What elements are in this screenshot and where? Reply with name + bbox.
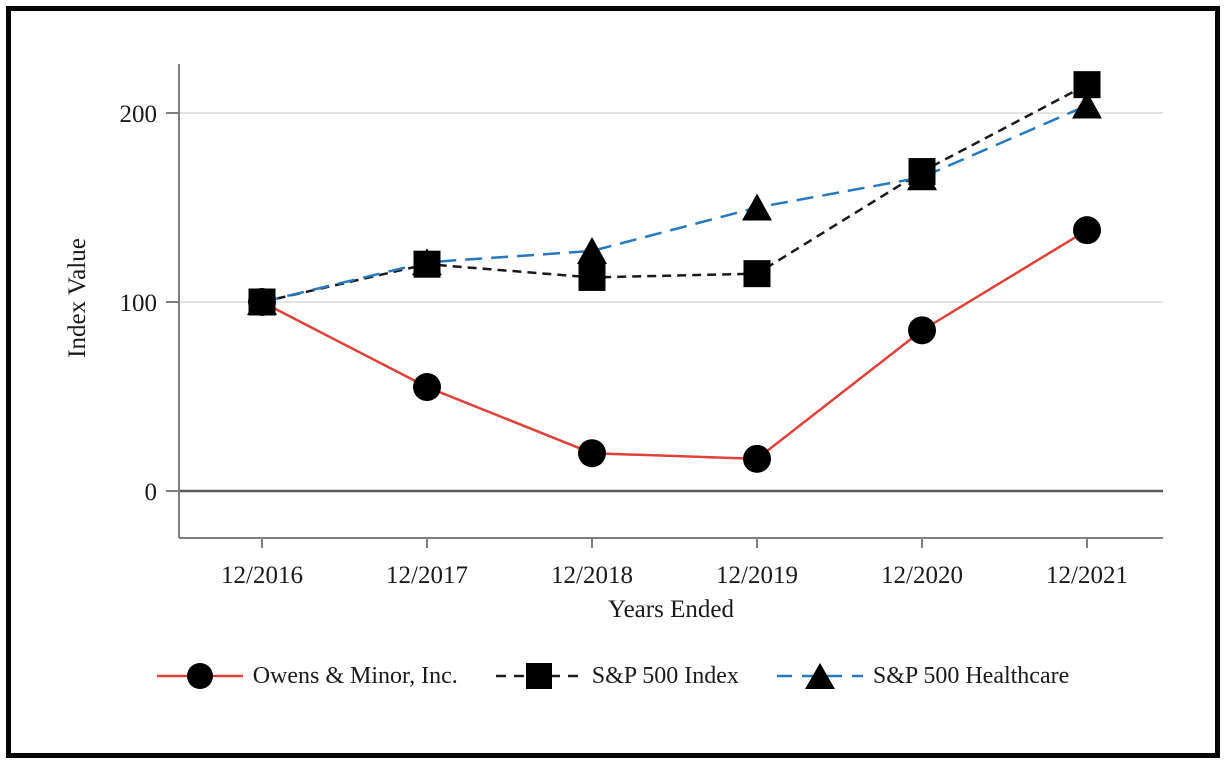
s-p-500-index-line <box>261 83 1088 304</box>
owens-minor-inc-marker-circle <box>1073 216 1101 245</box>
legend-circle-marker-icon <box>186 663 213 689</box>
s-p-500-index-marker-square <box>743 260 771 288</box>
y-tick-label: 200 <box>120 101 158 128</box>
legend-triangle-marker-icon <box>804 663 835 689</box>
legend-circle-swatch-icon <box>156 663 243 689</box>
s-p-500-healthcare-line <box>261 104 1088 304</box>
legend-square-swatch-icon <box>495 663 582 689</box>
legend-item-owens-minor-inc: Owens & Minor, Inc. <box>156 661 458 691</box>
x-tick-label: 12/2017 <box>386 562 468 589</box>
s-p-500-index-marker-square <box>1073 71 1101 99</box>
y-tick-label: 100 <box>120 290 158 317</box>
s-p-500-index-marker-square <box>578 263 606 291</box>
owens-minor-inc-line <box>261 229 1088 461</box>
owens-minor-inc-marker-circle <box>413 373 441 402</box>
x-tick-label: 12/2021 <box>1046 562 1128 589</box>
s-p-500-index-marker-square <box>248 288 276 316</box>
s-p-500-healthcare-marker-triangle <box>577 236 607 264</box>
x-axis-title: Years Ended <box>608 596 734 623</box>
legend-label: Owens & Minor, Inc. <box>252 662 458 689</box>
s-p-500-index-marker-square <box>908 158 936 186</box>
owens-minor-inc-marker-circle <box>908 316 936 345</box>
legend-item-s-p-500-index: S&P 500 Index <box>495 661 739 691</box>
owens-minor-inc-marker-circle <box>743 444 771 473</box>
legend-label: S&P 500 Index <box>591 662 739 689</box>
legend-label: S&P 500 Healthcare <box>872 662 1070 689</box>
legend-square-marker-icon <box>525 663 552 689</box>
chart-legend: Owens & Minor, Inc. S&P 500 Index S&P 500 … <box>0 661 1226 691</box>
x-tick-label: 12/2016 <box>221 562 303 589</box>
x-tick-label: 12/2019 <box>716 562 798 589</box>
legend-item-s-p-500-healthcare: S&P 500 Healthcare <box>776 661 1070 691</box>
s-p-500-healthcare-marker-triangle <box>742 193 772 221</box>
y-tick-label: 0 <box>145 479 158 506</box>
legend-triangle-swatch-icon <box>776 663 863 689</box>
s-p-500-healthcare-marker-triangle <box>1072 91 1102 119</box>
y-axis-title: Index Value <box>64 238 91 358</box>
s-p-500-index-marker-square <box>413 250 441 278</box>
owens-minor-inc-marker-circle <box>578 439 606 468</box>
x-tick-label: 12/2020 <box>881 562 963 589</box>
x-tick-label: 12/2018 <box>551 562 633 589</box>
